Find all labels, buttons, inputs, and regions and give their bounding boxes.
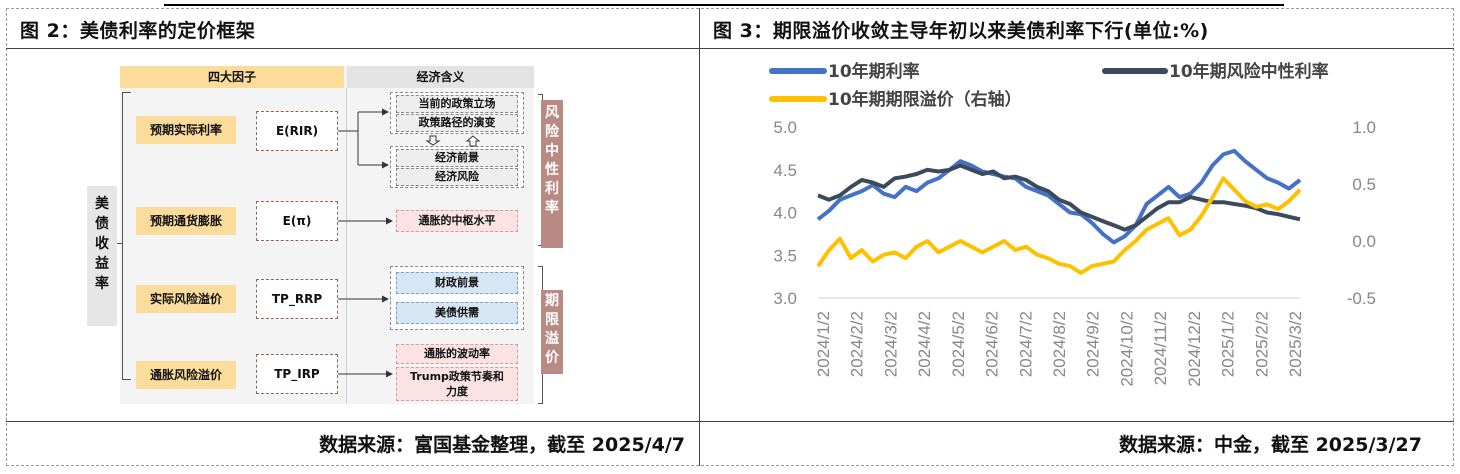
x-tick-9: 2024/10/2: [1117, 311, 1136, 387]
bracket-tick: [117, 243, 123, 244]
x-tick-12: 2025/1/2: [1219, 311, 1238, 377]
column-divider: [346, 88, 347, 404]
x-tick-4: 2024/5/2: [949, 311, 968, 377]
chart-legend: 10年期利率 10年期风险中性利率 10年期期限溢价（右轴）: [769, 61, 1329, 110]
x-tick-6: 2024/7/2: [1016, 311, 1035, 377]
legend-label-term-premium: 10年期期限溢价（右轴）: [828, 89, 1022, 110]
header-economic-meaning: 经济含义: [347, 66, 534, 88]
series-line-1: [817, 163, 1301, 232]
top-rule: [164, 4, 1284, 6]
y-left-tick-1: 3.5: [773, 246, 797, 265]
right-panel-title: 图 3：期限溢价收敛主导年初以来美债利率下行(单位:%): [713, 20, 1209, 42]
factor-expected-real-rate: 预期实际利率: [136, 116, 236, 144]
title-rule: [6, 48, 1454, 49]
factor-real-risk-premium: 实际风险溢价: [136, 285, 236, 313]
source-rule: [6, 421, 1454, 422]
x-tick-8: 2024/9/2: [1084, 311, 1103, 377]
code-tp-irp: TP_IRP: [256, 354, 338, 394]
diagram-arrows: [338, 108, 481, 378]
meaning-inflation-volatility: 通胀的波动率: [396, 344, 518, 364]
x-tick-13: 2025/2/2: [1252, 311, 1271, 377]
y-left-tick-4: 5.0: [773, 118, 797, 137]
meaning-fiscal-outlook: 财政前景: [396, 272, 518, 294]
x-tick-3: 2024/4/2: [915, 311, 934, 377]
term-premium-label: 期限溢价: [545, 293, 559, 366]
x-tick-7: 2024/8/2: [1050, 311, 1069, 377]
meaning-trump-policy: Trump政策节奏和力度: [396, 367, 518, 401]
code-tp-rrp: TP_RRP: [256, 279, 338, 319]
x-tick-1: 2024/2/2: [848, 311, 867, 377]
meaning-economic-risk: 经济风险: [396, 168, 518, 186]
arrow-up-hollow: [465, 135, 481, 147]
right-source-note: 数据来源：中金，截至 2025/3/27: [1118, 434, 1422, 456]
treasury-yield-label: 美债收益率: [87, 186, 117, 326]
left-source-note: 数据来源：富国基金整理，截至 2025/4/7: [319, 434, 685, 456]
factor-inflation-risk-premium: 通胀风险溢价: [136, 361, 236, 389]
term-premium-chart: 10年期利率 10年期风险中性利率 10年期期限溢价（右轴） 3.0 3.5 4.0…: [769, 61, 1376, 387]
legend-label-risk-neutral: 10年期风险中性利率: [1169, 61, 1329, 82]
code-e-rir: E(RIR): [256, 111, 338, 151]
treasury-yield-label-text: 美债收益率: [95, 196, 109, 292]
meaning-policy-stance: 当前的政策立场: [396, 95, 518, 113]
legend-label-10y-rate: 10年期利率: [828, 61, 920, 82]
code-e-pi: E(π): [256, 201, 338, 241]
x-tick-11: 2024/12/2: [1185, 311, 1204, 387]
risk-neutral-rate-label: 风险中性利率: [545, 105, 559, 216]
panel-divider: [699, 8, 700, 466]
y-right-tick-3: 1.0: [1352, 118, 1376, 137]
x-axis: 2024/1/2 2024/2/2 2024/3/2 2024/4/2 2024/5/2…: [814, 297, 1305, 387]
left-panel-title: 图 2：美债利率的定价框架: [20, 20, 256, 42]
x-tick-0: 2024/1/2: [814, 311, 833, 377]
y-right-tick-0: -0.5: [1347, 289, 1376, 308]
y-right-tick-1: 0.0: [1352, 232, 1376, 251]
chart-series: [816, 148, 1302, 275]
risk-neutral-rate-bar: 风险中性利率: [541, 100, 563, 248]
meaning-supply-demand: 美债供需: [396, 302, 518, 324]
x-tick-14: 2025/3/2: [1286, 311, 1305, 377]
header-four-factors: 四大因子: [120, 66, 344, 88]
series-line-2: [816, 176, 1302, 275]
x-tick-2: 2024/3/2: [881, 311, 900, 377]
arrow-down-hollow: [425, 135, 441, 146]
figure-frame: [6, 8, 1454, 466]
x-tick-10: 2024/11/2: [1151, 311, 1170, 385]
y-axis-left: 3.0 3.5 4.0 4.5 5.0: [773, 118, 797, 308]
y-axis-right: -0.5 0.0 0.5 1.0: [1347, 118, 1376, 308]
meaning-policy-path: 政策路径的演变: [396, 114, 518, 132]
y-left-tick-3: 4.5: [773, 161, 797, 180]
meaning-economic-outlook: 经济前景: [396, 149, 518, 167]
meaning-inflation-center: 通胀的中枢水平: [396, 210, 518, 232]
y-right-tick-2: 0.5: [1352, 175, 1376, 194]
y-left-tick-0: 3.0: [773, 289, 797, 308]
factor-expected-inflation: 预期通货膨胀: [136, 207, 236, 235]
y-left-tick-2: 4.0: [773, 204, 797, 223]
series-line-0: [816, 148, 1302, 245]
term-premium-bar: 期限溢价: [541, 290, 563, 374]
factor-bracket: [122, 92, 131, 380]
x-tick-5: 2024/6/2: [983, 311, 1002, 377]
